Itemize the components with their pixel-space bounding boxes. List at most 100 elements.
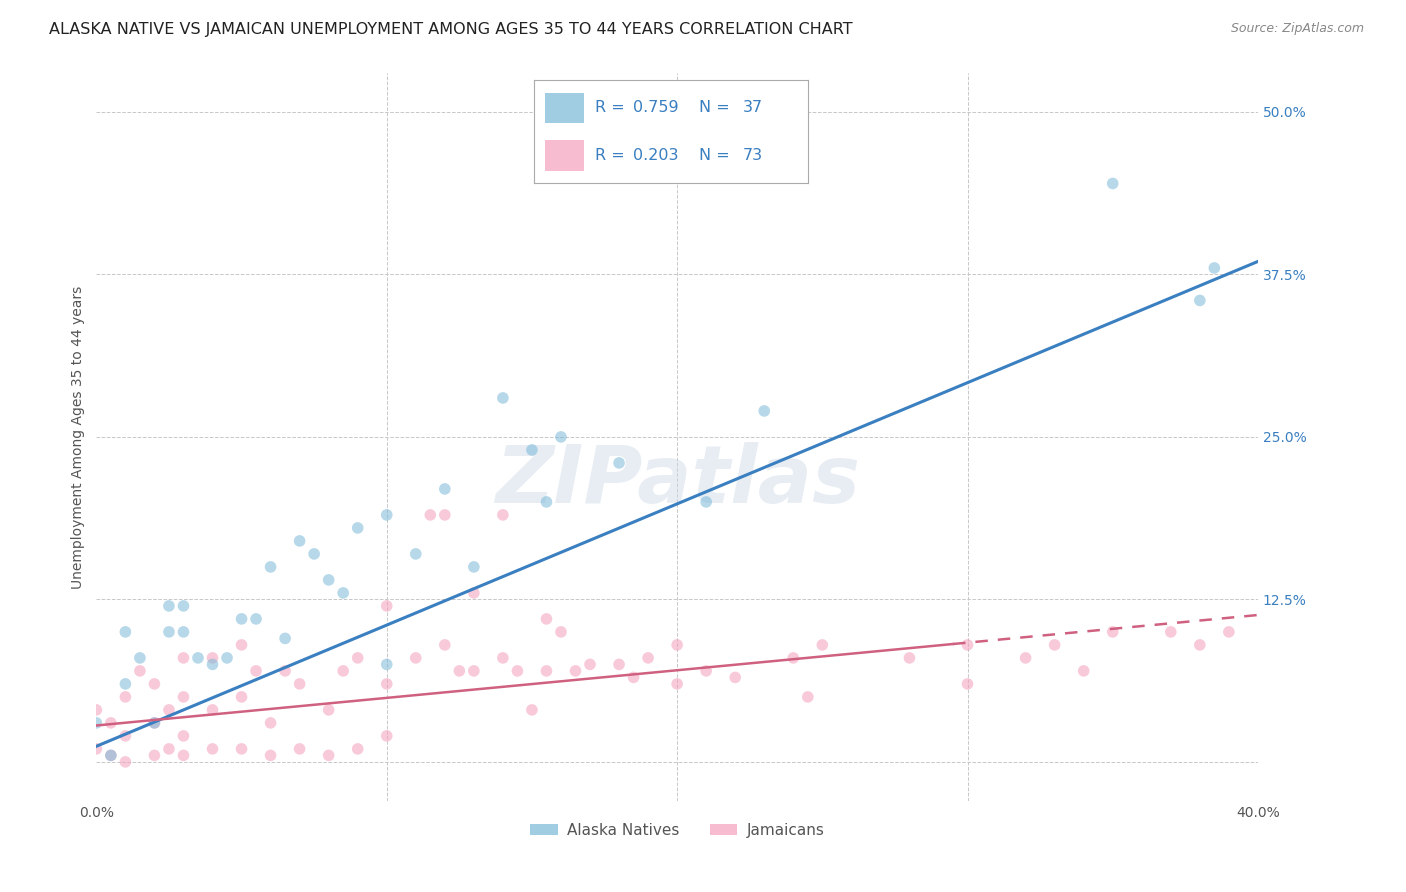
Point (956, 677, 979, 691)
Point (86, 742, 108, 756)
Point (433, 638, 456, 652)
Point (259, 748, 281, 763)
Point (1101, 624, 1123, 639)
Point (492, 391, 515, 405)
Point (187, 651, 209, 665)
Point (259, 560, 281, 574)
Point (463, 560, 485, 574)
Point (1043, 638, 1066, 652)
Point (114, 755, 136, 769)
Bar (546, 140, 583, 170)
Point (114, 677, 136, 691)
Text: 0.759: 0.759 (633, 101, 679, 115)
Point (405, 547, 427, 561)
Point (607, 657, 630, 672)
Point (157, 599, 180, 613)
Point (695, 664, 717, 678)
Point (201, 657, 224, 672)
Point (695, 495, 717, 509)
Point (318, 748, 340, 763)
Point (346, 521, 368, 535)
Bar (546, 93, 583, 123)
Point (463, 586, 485, 600)
Point (433, 482, 456, 496)
Point (274, 664, 297, 678)
Point (143, 677, 166, 691)
Point (375, 677, 398, 691)
Point (536, 495, 558, 509)
Point (419, 508, 441, 522)
Point (375, 657, 398, 672)
Point (172, 599, 194, 613)
Point (623, 670, 645, 684)
Point (536, 664, 558, 678)
Point (782, 651, 804, 665)
Point (114, 690, 136, 704)
Point (172, 748, 194, 763)
Point (288, 742, 311, 756)
Point (797, 690, 820, 704)
Point (259, 715, 281, 730)
Point (318, 573, 340, 587)
Point (332, 664, 354, 678)
Point (579, 657, 602, 672)
Point (231, 690, 253, 704)
Point (898, 651, 921, 665)
Legend: Alaska Natives, Jamaicans: Alaska Natives, Jamaicans (524, 817, 831, 844)
Point (172, 624, 194, 639)
Point (520, 442, 543, 457)
Point (492, 508, 515, 522)
Point (114, 624, 136, 639)
Point (172, 729, 194, 743)
Text: ALASKA NATIVE VS JAMAICAN UNEMPLOYMENT AMONG AGES 35 TO 44 YEARS CORRELATION CHA: ALASKA NATIVE VS JAMAICAN UNEMPLOYMENT A… (49, 22, 853, 37)
Point (375, 599, 398, 613)
Point (86, 715, 108, 730)
Point (536, 612, 558, 626)
Text: 0.203: 0.203 (633, 148, 679, 162)
Point (231, 612, 253, 626)
Point (520, 703, 543, 717)
Text: 37: 37 (742, 101, 763, 115)
Point (666, 638, 689, 652)
Point (157, 624, 180, 639)
Point (1218, 624, 1240, 639)
Point (666, 677, 689, 691)
Point (375, 508, 398, 522)
Point (1160, 624, 1182, 639)
Point (346, 651, 368, 665)
Text: R =: R = (595, 101, 630, 115)
Point (1188, 638, 1211, 652)
Point (506, 664, 529, 678)
Point (157, 703, 180, 717)
Point (1014, 651, 1036, 665)
Point (86, 703, 108, 717)
Point (100, 748, 122, 763)
Point (288, 533, 311, 548)
Point (172, 690, 194, 704)
Point (550, 624, 572, 639)
Point (114, 729, 136, 743)
Point (492, 651, 515, 665)
Point (302, 547, 325, 561)
Point (1101, 177, 1123, 191)
Text: ZIPatlas: ZIPatlas (495, 442, 859, 520)
Point (449, 664, 471, 678)
Point (129, 664, 152, 678)
Text: N =: N = (699, 148, 735, 162)
Point (724, 670, 747, 684)
Point (129, 651, 152, 665)
Point (231, 742, 253, 756)
Point (346, 742, 368, 756)
Text: 73: 73 (742, 148, 763, 162)
Point (318, 703, 340, 717)
Point (215, 651, 238, 665)
Point (956, 638, 979, 652)
Point (172, 651, 194, 665)
Point (100, 715, 122, 730)
Point (201, 651, 224, 665)
Point (811, 638, 834, 652)
Point (231, 638, 253, 652)
Point (1204, 260, 1226, 275)
Text: R =: R = (595, 148, 630, 162)
Text: Source: ZipAtlas.com: Source: ZipAtlas.com (1230, 22, 1364, 36)
